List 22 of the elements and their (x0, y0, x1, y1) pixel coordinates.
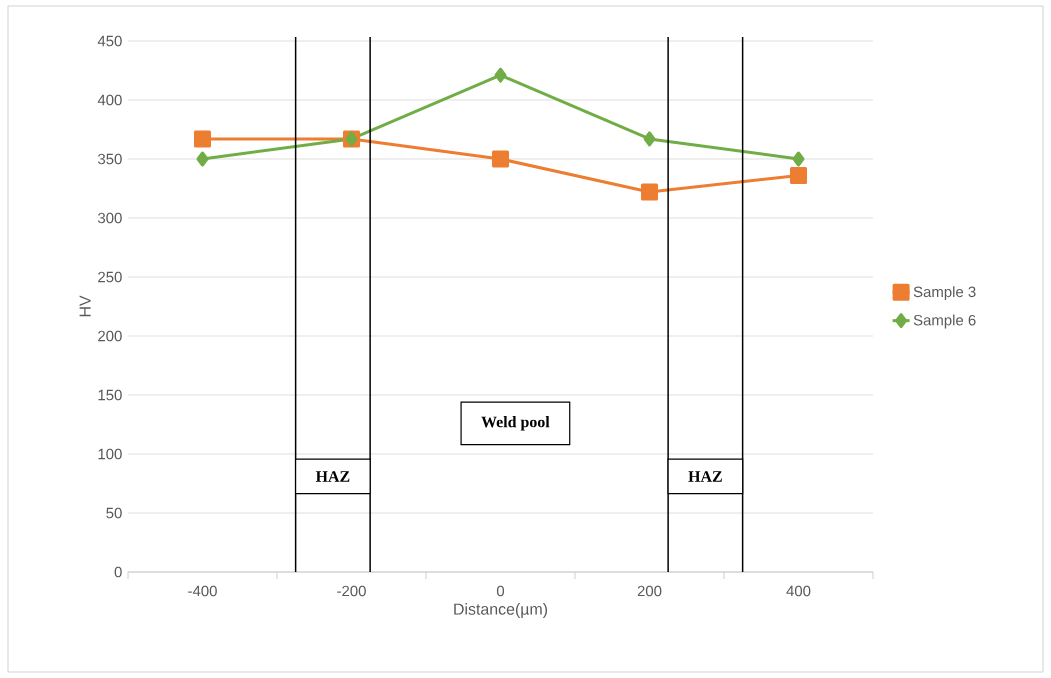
y-tick-label: 400 (97, 94, 122, 106)
y-tick-label: 100 (98, 448, 122, 460)
x-tick-label: -400 (188, 585, 217, 597)
legend-label: Sample 6 (913, 314, 976, 329)
y-tick-label: 450 (97, 35, 122, 47)
x-tick-label: 400 (786, 585, 811, 597)
band-label: HAZ (315, 471, 350, 482)
x-tick-label: -200 (337, 585, 366, 597)
y-tick-label: 300 (97, 212, 122, 224)
y-tick-label: 50 (106, 507, 122, 519)
y-tick-label: 250 (98, 271, 122, 283)
band-label: HAZ (688, 471, 722, 482)
y-tick-label: 350 (97, 153, 122, 165)
y-tick-label: 150 (98, 389, 122, 401)
y-tick-label: 0 (114, 566, 122, 578)
y-tick-label: 200 (98, 330, 122, 342)
annotation: Weld pool (481, 416, 550, 431)
y-axis-title: HV (79, 295, 91, 317)
x-tick-label: 0 (496, 585, 505, 597)
x-tick-label: 200 (637, 585, 662, 597)
legend-label: Sample 3 (913, 286, 976, 301)
x-axis-title: Distance(µm) (454, 603, 548, 618)
